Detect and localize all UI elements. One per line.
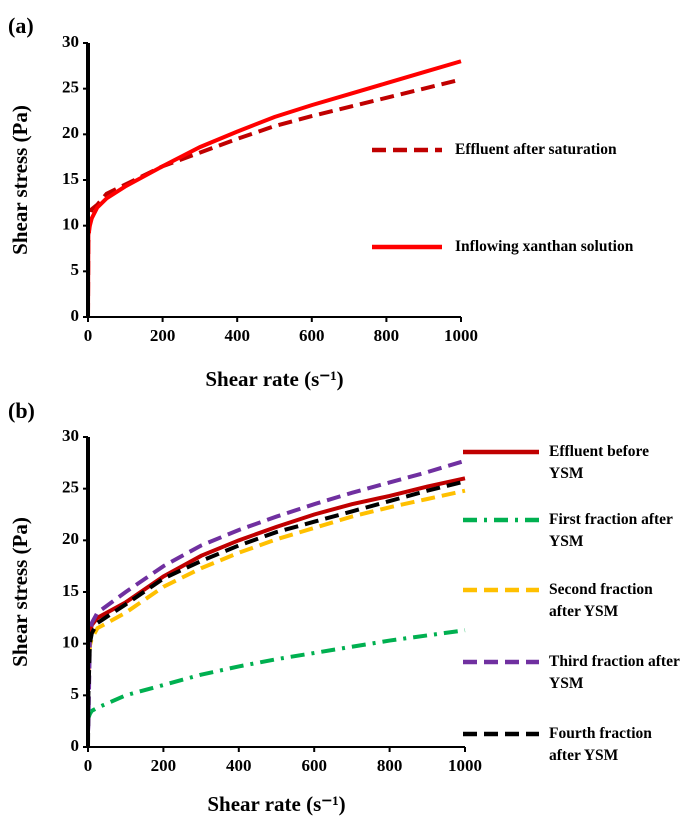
x-tick-label: 800	[374, 326, 400, 345]
series-line	[86, 628, 466, 721]
y-tick-label: 30	[62, 32, 79, 51]
x-axis-title: Shear rate (s⁻¹)	[205, 367, 343, 391]
x-tick-label: 600	[299, 326, 325, 345]
x-tick-label: 200	[150, 326, 176, 345]
legend-label: Third fraction after YSM	[549, 653, 680, 692]
y-tick-label: 5	[71, 260, 80, 279]
y-tick-label: 0	[71, 736, 80, 755]
panel-label: (a)	[8, 13, 34, 38]
y-tick-label: 20	[62, 529, 79, 548]
y-tick-label: 30	[62, 426, 79, 445]
legend-label: Effluent before YSM	[549, 443, 650, 482]
y-tick-label: 0	[71, 306, 80, 325]
y-tick-label: 10	[62, 215, 79, 234]
y-tick-label: 10	[62, 633, 79, 652]
x-tick-label: 800	[377, 756, 403, 775]
y-tick-label: 5	[71, 684, 80, 703]
x-tick-label: 200	[151, 756, 177, 775]
x-tick-label: 1000	[448, 756, 482, 775]
y-tick-label: 20	[62, 123, 79, 142]
x-tick-label: 0	[84, 756, 93, 775]
x-tick-label: 400	[226, 756, 252, 775]
legend-label: First fraction after YSM	[549, 511, 673, 550]
y-axis-title: Shear stress (Pa)	[8, 517, 32, 667]
series-line	[86, 59, 462, 318]
series-line	[86, 458, 466, 732]
y-tick-label: 15	[62, 581, 79, 600]
series-line	[86, 77, 462, 318]
series-line	[86, 476, 466, 680]
x-tick-label: 600	[301, 756, 327, 775]
x-tick-label: 400	[224, 326, 250, 345]
legend-label: Effluent after saturation	[455, 141, 617, 158]
y-axis-title: Shear stress (Pa)	[8, 105, 32, 255]
legend-label: Fourth fraction after YSM	[549, 725, 652, 764]
legend-label: Inflowing xanthan solution	[455, 238, 634, 255]
y-tick-label: 15	[62, 169, 79, 188]
legend-label: Second fraction after YSM	[549, 581, 653, 620]
panel-label: (b)	[8, 398, 35, 423]
x-axis-title: Shear rate (s⁻¹)	[207, 792, 345, 816]
x-tick-label: 1000	[444, 326, 478, 345]
y-tick-label: 25	[62, 478, 79, 497]
series-line	[86, 479, 466, 748]
y-tick-label: 25	[62, 78, 79, 97]
x-tick-label: 0	[84, 326, 93, 345]
